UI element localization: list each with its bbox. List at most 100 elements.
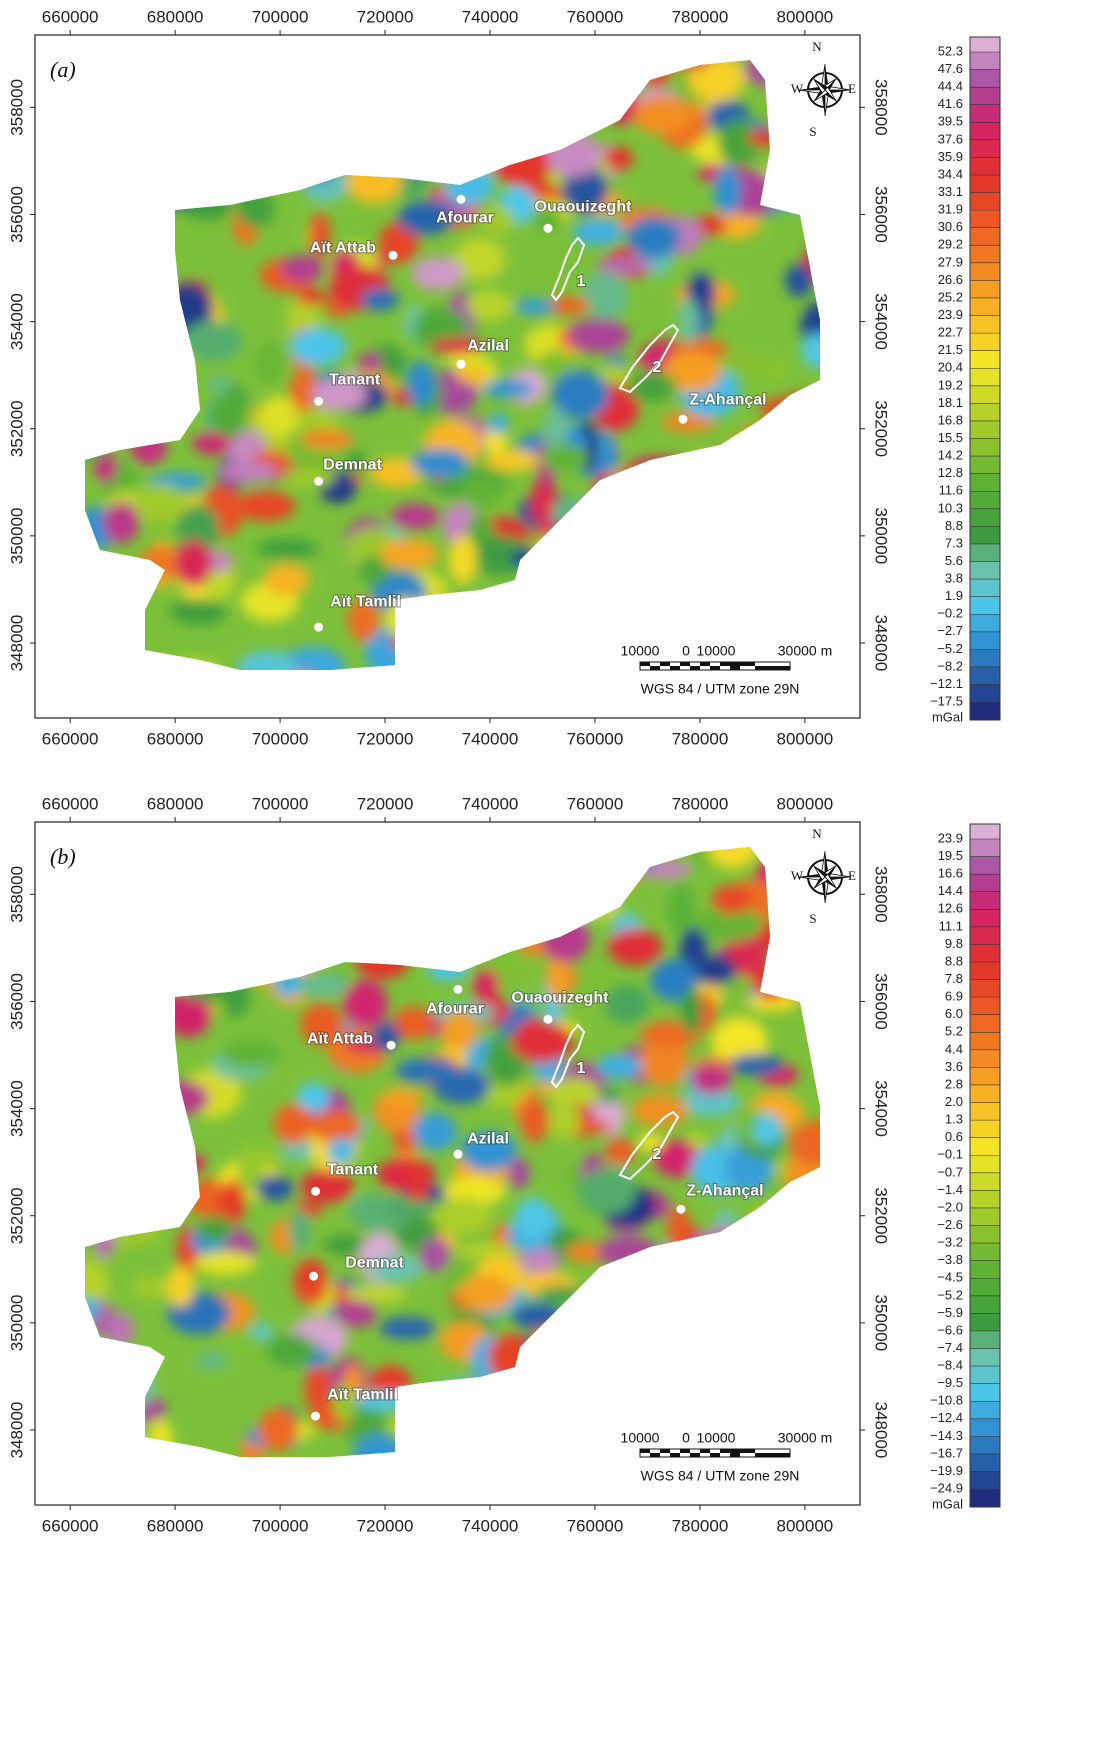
scale-bar-segment	[690, 1453, 700, 1457]
anomaly-blob	[149, 1081, 209, 1117]
anomaly-blob	[599, 1085, 620, 1104]
anomaly-blob	[606, 34, 641, 77]
anomaly-blob	[387, 1417, 446, 1435]
compass-letter: E	[848, 868, 856, 883]
anomaly-blob	[299, 1283, 321, 1305]
place-dot	[311, 1187, 320, 1196]
colorbar-bin	[970, 1190, 1000, 1208]
colorbar-label: 6.9	[945, 989, 963, 1004]
colorbar-bin	[970, 874, 1000, 892]
anomaly-blob	[372, 885, 428, 932]
scale-label: 30000 m	[778, 643, 832, 659]
colorbar-label: −3.2	[937, 1235, 963, 1250]
colorbar-label: 7.3	[945, 535, 963, 550]
scale-bar-segment	[690, 666, 700, 670]
colorbar-bin	[970, 1366, 1000, 1384]
colorbar-bin	[970, 857, 1000, 875]
anomaly-blob	[534, 1419, 569, 1469]
anomaly-blob	[195, 1352, 228, 1370]
panel-label: (b)	[50, 844, 76, 869]
anomaly-blob	[569, 318, 630, 352]
colorbar-bin	[970, 544, 1000, 562]
colorbar-label: 52.3	[938, 43, 963, 58]
colorbar-label: 30.6	[938, 219, 963, 234]
anomaly-blob	[288, 1210, 311, 1252]
anomaly-blob	[390, 633, 446, 651]
anomaly-blob	[462, 481, 504, 507]
y-tick-label: 354000	[7, 1080, 26, 1137]
anomaly-blob	[87, 412, 117, 437]
anomaly-blob	[85, 1417, 140, 1447]
anomaly-blob	[56, 419, 118, 442]
anomaly-blob	[115, 232, 151, 265]
colorbar-bin	[970, 649, 1000, 667]
anomaly-blob	[714, 165, 742, 215]
anomaly-blob	[93, 1027, 141, 1059]
y-tick-label: 358000	[7, 866, 26, 923]
anomaly-blob	[85, 312, 135, 350]
anomaly-blob	[255, 65, 311, 96]
scale-bar	[640, 662, 790, 670]
colorbar-bin	[970, 892, 1000, 910]
colorbar-label: 18.1	[938, 395, 963, 410]
anomaly-blob	[57, 633, 112, 675]
anomaly-blob	[601, 535, 621, 555]
anomaly-blob	[163, 119, 201, 137]
scale-label: 0	[682, 643, 690, 659]
place-label: Tanant	[327, 1161, 379, 1178]
place-dot	[678, 415, 687, 424]
anomaly-blob	[534, 534, 589, 558]
colorbar-bin	[970, 245, 1000, 263]
anomaly-blob	[237, 188, 274, 228]
anomaly-blob	[395, 1058, 458, 1083]
colorbar-label: 25.2	[938, 289, 963, 304]
colorbar-bin	[970, 944, 1000, 962]
x-tick-label-top: 680000	[147, 794, 204, 813]
anomaly-blob	[629, 1332, 672, 1369]
x-tick-label: 740000	[462, 729, 519, 748]
scale-bar-segment	[700, 662, 710, 666]
y-tick-label-right: 354000	[872, 1080, 891, 1137]
anomaly-blob	[331, 130, 388, 154]
colorbar-unit: mGal	[932, 1496, 963, 1511]
anomaly-blob	[643, 1243, 701, 1291]
anomaly-blob	[771, 578, 830, 624]
anomaly-blob	[567, 655, 596, 671]
anomaly-blob	[155, 904, 189, 951]
colorbar-bin	[970, 962, 1000, 980]
zone-label: 1	[577, 1060, 586, 1077]
anomaly-blob	[547, 1359, 574, 1385]
anomaly-blob	[577, 1169, 636, 1215]
anomaly-blob	[351, 132, 413, 162]
anomaly-blob	[189, 170, 214, 198]
colorbar-bin	[970, 1454, 1000, 1472]
anomaly-map	[56, 32, 844, 692]
anomaly-blob	[645, 64, 670, 87]
scale-bar-segment	[700, 1449, 710, 1453]
colorbar-bin	[970, 456, 1000, 474]
anomaly-blob	[272, 160, 324, 181]
anomaly-blob	[358, 352, 383, 370]
x-tick-label-top: 740000	[462, 7, 519, 26]
colorbar-label: 0.6	[945, 1129, 963, 1144]
anomaly-blob	[617, 1266, 674, 1306]
x-tick-label: 740000	[462, 1516, 519, 1535]
anomaly-blob	[122, 299, 183, 339]
anomaly-blob	[625, 848, 645, 887]
anomaly-blob	[91, 997, 125, 1025]
colorbar-label: 19.2	[938, 377, 963, 392]
anomaly-blob	[338, 1300, 376, 1327]
place-label: Aït Tamlil	[327, 1386, 398, 1403]
anomaly-blob	[759, 917, 811, 954]
anomaly-blob	[584, 500, 630, 520]
anomaly-blob	[139, 1121, 190, 1139]
colorbar-bin	[970, 140, 1000, 158]
x-tick-label: 660000	[42, 729, 99, 748]
y-tick-label-right: 350000	[872, 507, 891, 564]
anomaly-blob	[742, 449, 794, 499]
colorbar-bin	[970, 1278, 1000, 1296]
colorbar-bin	[970, 228, 1000, 246]
colorbar-bin	[970, 491, 1000, 509]
anomaly-blob	[218, 461, 278, 483]
place-dot	[543, 224, 552, 233]
